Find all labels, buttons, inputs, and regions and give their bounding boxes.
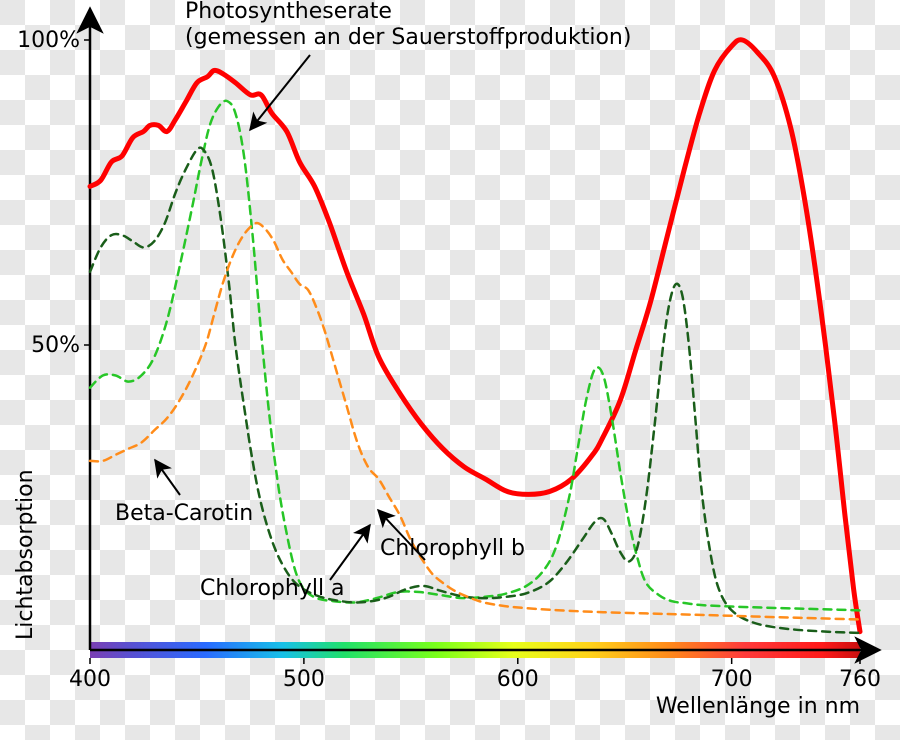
x-tick-label: 600 <box>497 667 539 692</box>
x-tick-label: 760 <box>839 667 881 692</box>
x-tick-label: 400 <box>69 667 111 692</box>
y-axis-label: Lichtabsorption <box>13 469 38 640</box>
series-label: Chlorophyll b <box>380 536 525 561</box>
y-tick-label: 50% <box>31 333 80 358</box>
x-tick-label: 500 <box>283 667 325 692</box>
x-tick-label: 700 <box>711 667 753 692</box>
absorption-spectrum-chart: 400 500 600 700 760 50% 100% Wellenlänge in nm L… <box>0 0 900 740</box>
y-tick-label: 100% <box>17 28 80 53</box>
x-axis-label: Wellenlänge in nm <box>656 694 860 719</box>
series-label: Beta-Carotin <box>115 501 253 526</box>
series-label: Chlorophyll a <box>200 576 345 601</box>
